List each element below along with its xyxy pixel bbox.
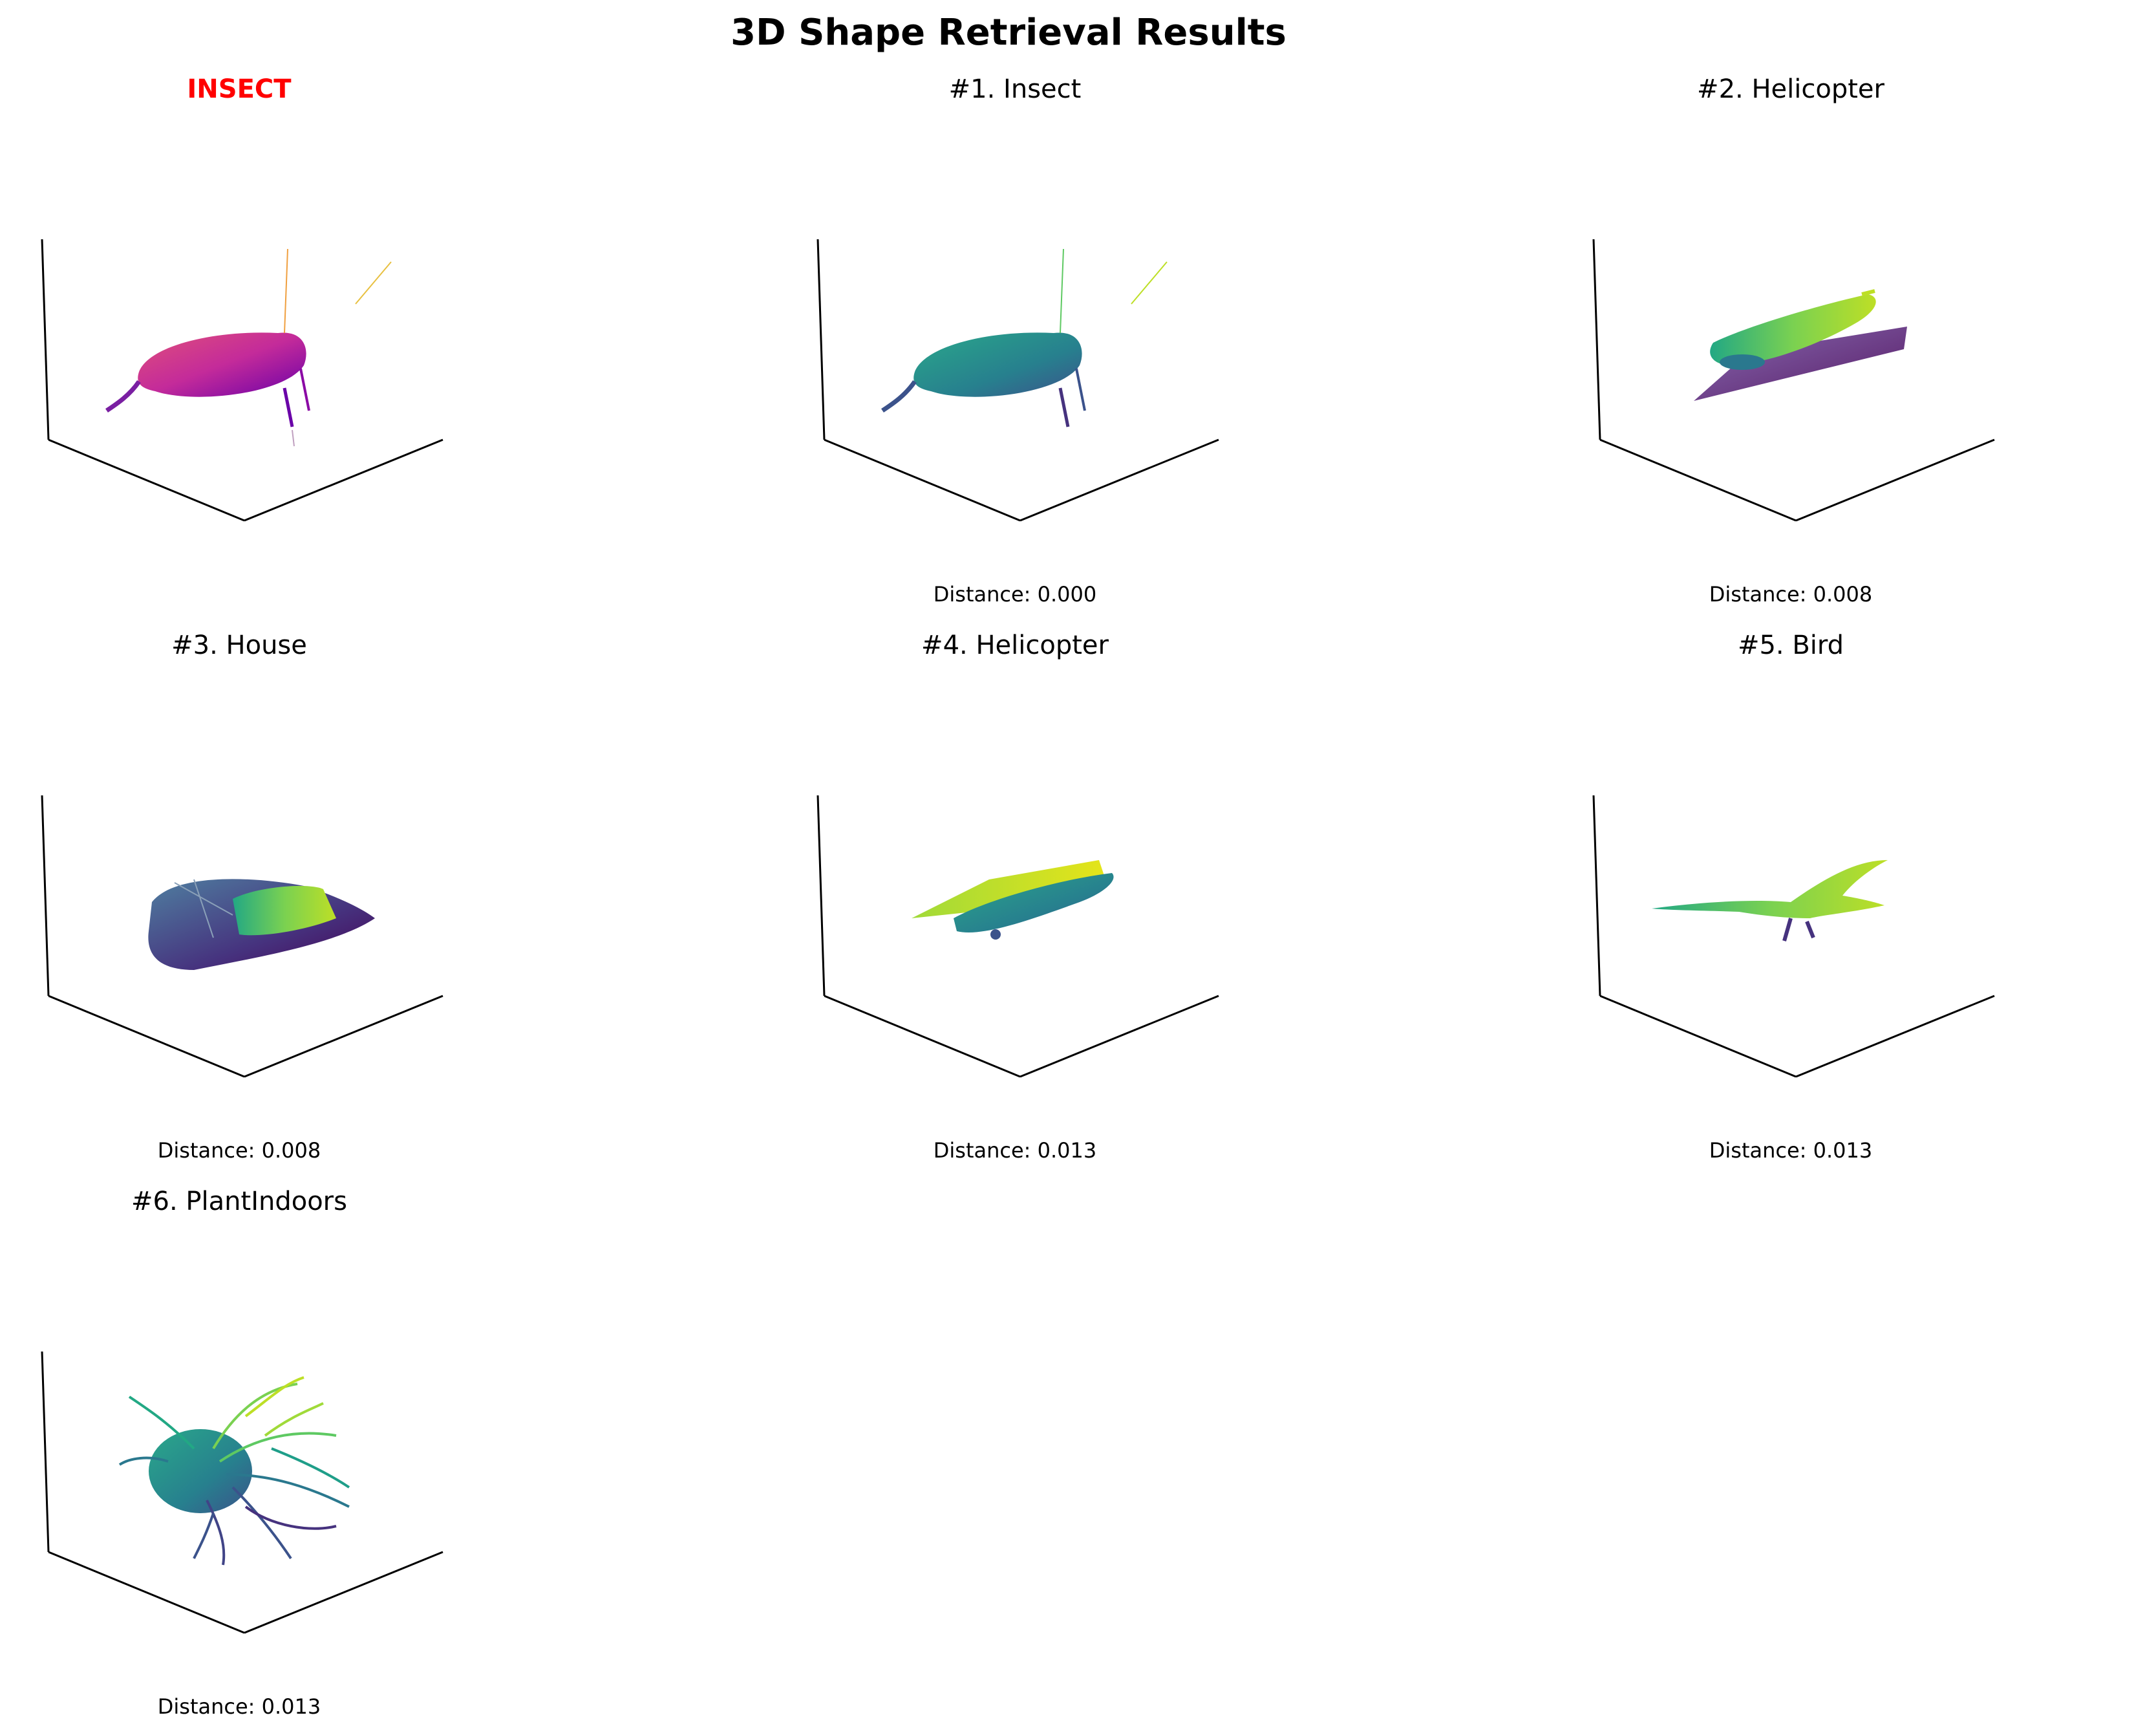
distance-label: Distance: 0.013 [1709, 1138, 1873, 1163]
axes-frame [817, 239, 1219, 522]
result-title: #5. Bird [1737, 630, 1844, 660]
result-axes [1592, 239, 1995, 522]
house-shape-icon [148, 879, 375, 970]
figure-title: 3D Shape Retrieval Results [731, 12, 1286, 54]
axes-frame [41, 239, 443, 522]
distance-label: Distance: 0.000 [933, 582, 1097, 607]
axes-frame [1592, 795, 1995, 1078]
plant-shape-icon [118, 1376, 350, 1566]
helicopter-shape-icon [912, 860, 1114, 940]
axes-frame [41, 795, 443, 1078]
helicopter-shape-icon [1694, 289, 1907, 401]
axes-frame [41, 1351, 443, 1634]
result-panel-5: #5. Bird Distance: 0.013 [1552, 556, 2156, 1163]
insect-shape-icon [881, 248, 1168, 427]
result-title: #4. Helicopter [921, 630, 1109, 660]
bird-shape-icon [1652, 860, 1888, 942]
result-panel-1: #1. Insect Distance: 0.000 [776, 0, 1487, 607]
distance-label: Distance: 0.013 [157, 1694, 321, 1719]
query-label: INSECT [187, 74, 292, 104]
axes-frame [817, 795, 1219, 1078]
result-title: #2. Helicopter [1697, 74, 1884, 104]
distance-label: Distance: 0.008 [1709, 582, 1873, 607]
result-axes [1592, 795, 1995, 1078]
result-axes [817, 239, 1219, 522]
query-axes [41, 239, 443, 522]
result-title: #1. Insect [948, 74, 1082, 104]
query-panel: INSECT [0, 0, 711, 556]
axes-frame [1592, 239, 1995, 522]
result-title: #6. PlantIndoors [131, 1187, 347, 1216]
result-panel-6: #6. PlantIndoors Dista [0, 1112, 711, 1719]
result-panel-4: #4. Helicopter Distance: 0.013 [776, 556, 1487, 1163]
result-axes [41, 795, 443, 1078]
distance-label: Distance: 0.008 [157, 1138, 321, 1163]
result-axes [41, 1351, 443, 1634]
result-axes [817, 795, 1219, 1078]
distance-label: Distance: 0.013 [933, 1138, 1097, 1163]
insect-shape-icon [105, 248, 392, 447]
result-panel-3: #3. House Distance: 0.008 [0, 556, 711, 1163]
result-panel-2: #2. Helicopter Distance: 0.008 [1552, 0, 2156, 607]
result-title: #3. House [171, 630, 307, 660]
